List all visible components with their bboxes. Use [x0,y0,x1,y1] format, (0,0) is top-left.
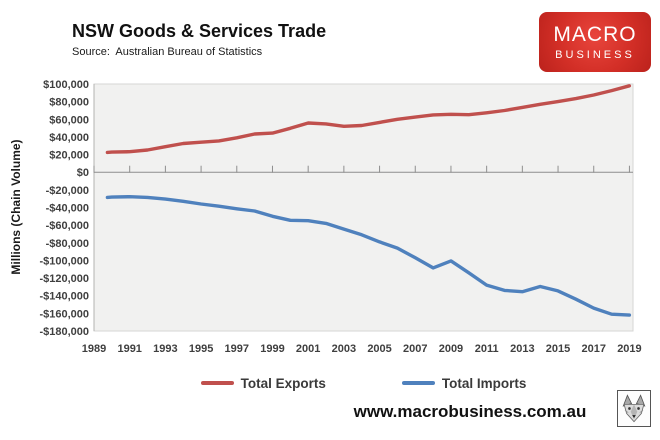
y-tick-label: -$160,000 [39,308,89,320]
y-tick-label: $100,000 [43,79,89,91]
x-tick-label: 2015 [546,343,570,355]
y-tick-label: -$140,000 [39,291,89,303]
legend-label-imports: Total Imports [441,375,527,391]
y-tick-label: $80,000 [49,97,89,109]
x-tick-label: 2005 [367,343,391,355]
legend-label-exports: Total Exports [240,375,326,391]
legend-item-exports: Total Exports [200,375,326,391]
x-tick-label: 2001 [296,343,320,355]
y-tick-label: $40,000 [49,132,89,144]
y-tick-label: -$180,000 [39,326,89,338]
y-tick-label: $20,000 [49,150,89,162]
y-tick-label: -$120,000 [39,273,89,285]
wolf-icon [622,394,646,423]
wolf-emblem [617,390,651,427]
x-tick-label: 2019 [617,343,641,355]
logo-macro-text: MACRO [553,22,637,46]
y-tick-label: -$40,000 [46,203,89,215]
x-tick-label: 2007 [403,343,427,355]
x-tick-label: 1999 [260,343,284,355]
macrobusiness-logo: MACRO BUSINESS [539,12,651,72]
source-note: Source: Australian Bureau of Statistics [72,46,263,58]
x-tick-label: 1993 [153,343,177,355]
y-tick-label: $0 [77,167,89,179]
page-title: NSW Goods & Services Trade [72,21,327,41]
y-tick-label: -$100,000 [39,255,89,267]
imports-line-swatch [401,381,435,385]
legend-item-imports: Total Imports [401,375,527,391]
x-tick-label: 2003 [332,343,356,355]
x-tick-label: 2011 [475,343,499,355]
plot-area [93,83,634,332]
x-tick-label: 2013 [510,343,534,355]
y-tick-label: -$80,000 [46,238,89,250]
y-axis-title: Millions (Chain Volume) [9,139,23,275]
logo-business-text: BUSINESS [555,48,635,61]
x-tick-label: 1989 [82,343,106,355]
website-url: www.macrobusiness.com.au [353,402,587,421]
x-tick-label: 1991 [117,343,141,355]
series-line-total-exports [105,84,632,155]
exports-line-swatch [200,381,234,385]
y-tick-label: -$20,000 [46,185,89,197]
x-tick-label: 1995 [189,343,213,355]
chart-legend: Total Exports Total Imports [94,370,633,396]
x-tick-label: 2009 [439,343,463,355]
x-tick-label: 2017 [581,343,605,355]
y-tick-label: $60,000 [49,114,89,126]
x-tick-label: 1997 [225,343,249,355]
series-line-total-imports [105,194,632,317]
y-tick-label: -$60,000 [46,220,89,232]
